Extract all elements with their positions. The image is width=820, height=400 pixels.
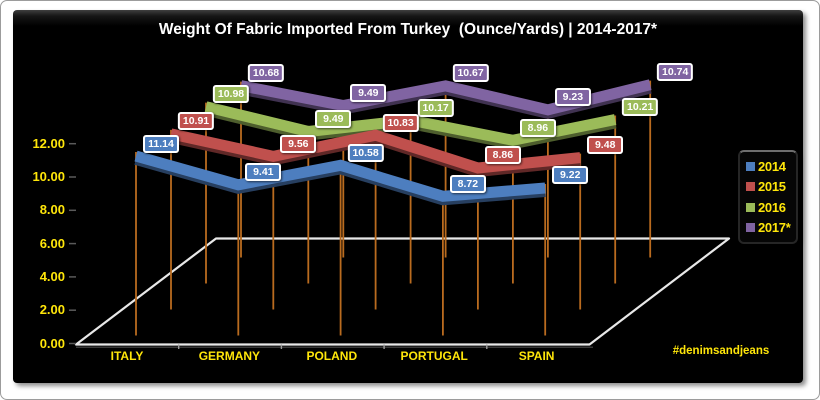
y-axis-label: 10.00 bbox=[32, 169, 65, 184]
data-label-2017*-poland: 10.67 bbox=[452, 64, 489, 83]
data-label-2017*-germany: 9.49 bbox=[350, 83, 387, 102]
legend-label: 2015 bbox=[758, 179, 786, 195]
legend-swatch-icon bbox=[746, 223, 755, 233]
legend-label: 2017* bbox=[758, 220, 791, 236]
data-label-2014-portugal: 8.72 bbox=[449, 174, 486, 193]
data-label-2015-poland: 10.83 bbox=[382, 113, 419, 132]
legend-item-2015: 2015 bbox=[746, 179, 796, 194]
data-label-2016-italy: 10.98 bbox=[212, 85, 250, 104]
y-axis-label: 2.00 bbox=[39, 302, 65, 318]
legend-label: 2014 bbox=[758, 158, 786, 174]
x-axis-label-poland: POLAND bbox=[306, 349, 358, 363]
floor-outline bbox=[74, 237, 731, 346]
chart-title: Weight Of Fabric Imported From Turkey (O… bbox=[158, 21, 658, 38]
legend-item-2014: 2014 bbox=[746, 159, 796, 174]
x-axis-label-portugal: PORTUGAL bbox=[400, 349, 468, 363]
data-label-2015-spain: 9.48 bbox=[587, 136, 624, 155]
data-label-2015-germany: 9.56 bbox=[280, 134, 317, 153]
legend: 2014 2015 2016 2017* bbox=[738, 150, 798, 244]
data-label-2017*-spain: 10.74 bbox=[657, 63, 694, 82]
y-axis-label: 0.00 bbox=[39, 335, 65, 351]
data-label-2014-poland: 10.58 bbox=[347, 143, 384, 162]
data-label-2014-italy: 11.14 bbox=[143, 134, 179, 153]
data-label-2016-germany: 9.49 bbox=[315, 109, 352, 128]
x-axis-label-italy: ITALY bbox=[110, 349, 144, 363]
data-label-2016-portugal: 8.96 bbox=[519, 118, 556, 137]
x-axis-label-germany: GERMANY bbox=[198, 349, 261, 363]
data-label-2016-spain: 10.21 bbox=[622, 98, 659, 116]
data-label-2017*-portugal: 9.23 bbox=[554, 88, 591, 107]
data-label-2014-germany: 9.41 bbox=[245, 163, 282, 182]
series-ribbon-2014 bbox=[134, 150, 546, 202]
data-label-2014-spain: 9.22 bbox=[552, 166, 589, 185]
series-ribbon-2015 bbox=[169, 128, 581, 174]
legend-swatch-icon bbox=[746, 182, 755, 192]
data-label-2015-portugal: 8.86 bbox=[484, 146, 521, 165]
x-axis-label-spain: SPAIN bbox=[518, 349, 555, 363]
y-axis-label: 8.00 bbox=[39, 202, 65, 218]
data-label-2016-poland: 10.17 bbox=[417, 98, 454, 117]
legend-swatch-icon bbox=[746, 161, 755, 171]
y-axis-label: 6.00 bbox=[39, 235, 65, 251]
legend-label: 2016 bbox=[758, 199, 786, 215]
watermark-hashtag: #denimsandjeans bbox=[672, 345, 770, 357]
y-axis-label: 12.00 bbox=[32, 135, 65, 151]
y-axis-label: 4.00 bbox=[39, 268, 65, 284]
legend-item-2017: 2017* bbox=[746, 220, 796, 235]
legend-swatch-icon bbox=[746, 202, 755, 212]
data-label-2015-italy: 10.91 bbox=[177, 112, 215, 131]
data-label-2017*-italy: 10.68 bbox=[247, 64, 285, 83]
legend-item-2016: 2016 bbox=[746, 200, 796, 215]
